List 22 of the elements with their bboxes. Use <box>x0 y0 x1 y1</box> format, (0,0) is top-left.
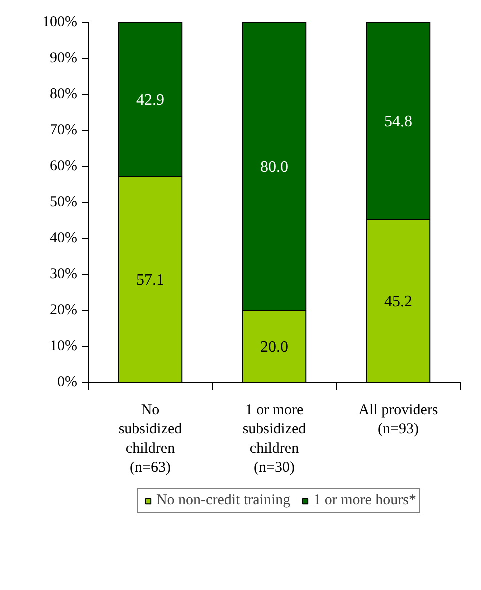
data-label: 45.2 <box>384 294 412 311</box>
x-tick-label: No subsidized children (n=63) <box>118 402 183 476</box>
data-label: 42.9 <box>136 92 164 110</box>
legend-label: No non-credit training <box>156 492 291 510</box>
y-tick-label: 10% <box>50 338 78 354</box>
y-tick-label: 30% <box>50 266 78 282</box>
y-tick-label: 70% <box>50 122 78 138</box>
data-label: 80.0 <box>260 159 288 176</box>
y-tick-label: 0% <box>58 374 78 390</box>
y-tick-label: 90% <box>50 50 78 66</box>
y-tick-label: 20% <box>50 302 78 318</box>
x-tick-label: All providers (n=93) <box>358 402 438 438</box>
y-tick-label: 80% <box>50 86 78 102</box>
x-tick-label: 1 or more subsidized children (n=30) <box>242 402 307 476</box>
data-label: 54.8 <box>384 114 412 131</box>
y-tick-label: 50% <box>50 194 78 210</box>
y-tick-label: 100% <box>42 14 78 30</box>
data-label: 57.1 <box>136 272 164 290</box>
data-label: 20.0 <box>260 339 288 356</box>
legend-label: 1 or more hours* <box>314 492 417 510</box>
y-tick-label: 60% <box>50 158 78 174</box>
y-tick-label: 40% <box>50 230 78 246</box>
